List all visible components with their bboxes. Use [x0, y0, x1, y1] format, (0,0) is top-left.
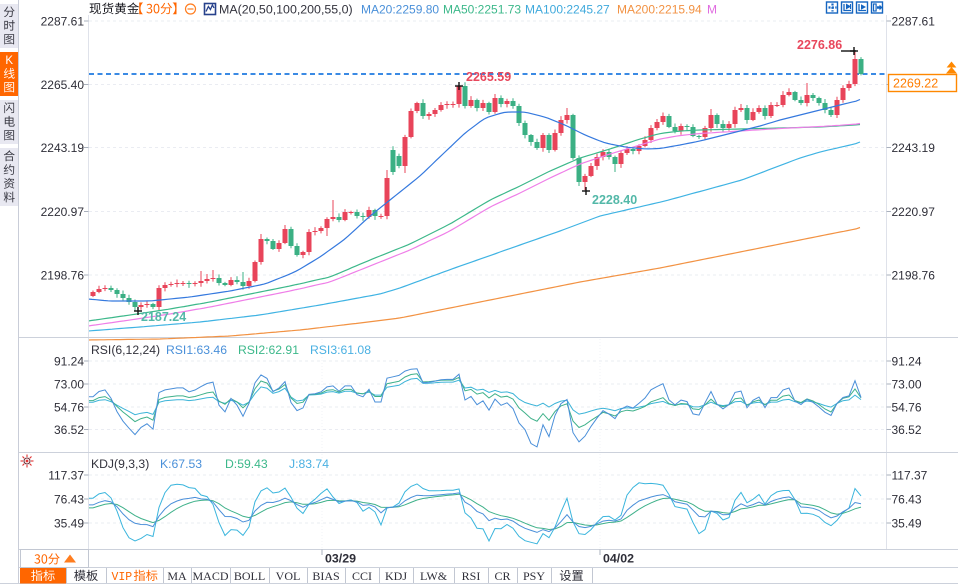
svg-text:2276.86: 2276.86 [797, 38, 842, 52]
svg-text:2187.24: 2187.24 [141, 310, 186, 324]
svg-text:M: M [707, 3, 717, 17]
svg-text:BIAS: BIAS [312, 569, 339, 583]
svg-text:2243.19: 2243.19 [41, 141, 85, 155]
svg-text:91.24: 91.24 [54, 354, 84, 368]
svg-text:73.00: 73.00 [54, 377, 84, 391]
svg-text:MA(20,50,100,200,55,0): MA(20,50,100,200,55,0) [219, 3, 353, 17]
svg-text:36.52: 36.52 [54, 423, 84, 437]
svg-text:91.24: 91.24 [892, 354, 922, 368]
svg-text:2220.97: 2220.97 [892, 205, 936, 219]
svg-text:54.76: 54.76 [54, 400, 84, 414]
svg-text:D:59.43: D:59.43 [225, 457, 268, 471]
svg-text:2269.22: 2269.22 [893, 77, 938, 91]
svg-text:MACD: MACD [192, 569, 228, 583]
svg-text:2198.76: 2198.76 [892, 268, 936, 282]
svg-text:73.00: 73.00 [892, 377, 922, 391]
svg-text:BOLL: BOLL [234, 569, 265, 583]
svg-text:117.37: 117.37 [48, 468, 84, 482]
svg-text:2228.40: 2228.40 [592, 193, 637, 207]
svg-text:RSI(6,12,24): RSI(6,12,24) [91, 343, 160, 357]
svg-text:2198.76: 2198.76 [41, 268, 85, 282]
svg-text:2220.97: 2220.97 [41, 205, 85, 219]
svg-text:76.43: 76.43 [892, 492, 922, 506]
svg-text:CR: CR [494, 569, 510, 583]
svg-text:35.49: 35.49 [54, 516, 84, 530]
svg-text:RSI: RSI [462, 569, 481, 583]
svg-text:MA50:2251.73: MA50:2251.73 [443, 3, 521, 17]
svg-text:MA: MA [167, 569, 187, 583]
svg-text:2243.19: 2243.19 [892, 141, 936, 155]
svg-text:MA20:2259.80: MA20:2259.80 [361, 3, 439, 17]
svg-text:35.49: 35.49 [892, 516, 922, 530]
svg-text:04/02: 04/02 [603, 552, 634, 566]
svg-text:MA200:2215.94: MA200:2215.94 [617, 3, 702, 17]
svg-text:2265.40: 2265.40 [41, 78, 85, 92]
svg-text:54.76: 54.76 [892, 400, 922, 414]
svg-text:RSI3:61.08: RSI3:61.08 [310, 343, 371, 357]
svg-text:MA100:2245.27: MA100:2245.27 [525, 3, 610, 17]
svg-text:CCI: CCI [352, 569, 372, 583]
svg-text:LW&: LW& [420, 569, 448, 583]
svg-text:K:67.53: K:67.53 [160, 457, 202, 471]
svg-text:03/29: 03/29 [325, 552, 356, 566]
svg-text:VOL: VOL [276, 569, 301, 583]
svg-text:RSI2:62.91: RSI2:62.91 [238, 343, 299, 357]
svg-text:117.37: 117.37 [892, 468, 928, 482]
svg-text:2265.59: 2265.59 [466, 70, 511, 84]
svg-text:KDJ: KDJ [385, 569, 407, 583]
svg-text:PSY: PSY [523, 569, 545, 583]
svg-text:VIP: VIP [112, 571, 133, 584]
svg-text:2287.61: 2287.61 [41, 14, 85, 28]
svg-text:RSI1:63.46: RSI1:63.46 [166, 343, 227, 357]
svg-text:J:83.74: J:83.74 [289, 457, 329, 471]
svg-text:2287.61: 2287.61 [892, 14, 936, 28]
svg-text:K: K [5, 55, 13, 67]
svg-text:76.43: 76.43 [54, 492, 84, 506]
svg-text:KDJ(9,3,3): KDJ(9,3,3) [91, 457, 149, 471]
svg-text:36.52: 36.52 [892, 423, 922, 437]
